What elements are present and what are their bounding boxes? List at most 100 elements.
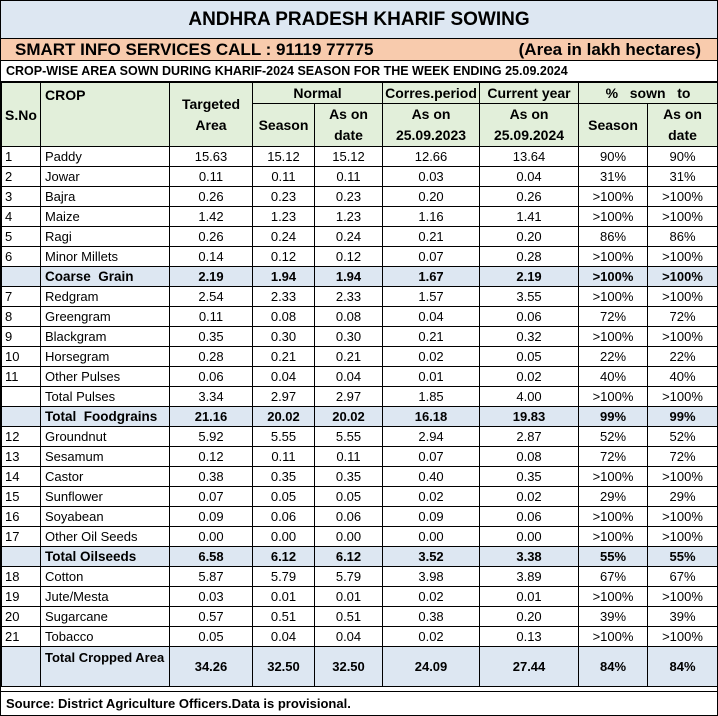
table-row: 3 Bajra 0.26 0.23 0.23 0.20 0.26 >100% >100% (1, 186, 718, 207)
header-date-label: date (668, 127, 697, 143)
cell-target: 34.26 (169, 646, 253, 687)
table-row: 20 Sugarcane 0.57 0.51 0.51 0.38 0.20 39% 39% (1, 606, 718, 627)
cell-pct_season: >100% (578, 266, 649, 287)
cell-asondate: 0.05 (313, 486, 384, 507)
table-row: Coarse Grain 2.19 1.94 1.94 1.67 2.19 >100% >10… (1, 266, 718, 287)
header-targeted-label: Targeted (181, 95, 241, 112)
info-banner: SMART INFO SERVICES CALL : 91119 77775 (… (1, 39, 717, 61)
cell-season: 5.55 (252, 426, 315, 447)
cell-pct_date: >100% (647, 386, 718, 407)
table-row: Total Cropped Area 34.26 32.50 32.50 24.09 27… (1, 646, 718, 687)
cell-pct_date: 29% (647, 486, 718, 507)
cell-pct_season: 84% (578, 646, 649, 687)
cell-crop: Total Cropped Area (40, 646, 170, 687)
cell-crop: Total Oilseeds (40, 546, 170, 567)
cell-crop: Cotton (40, 566, 170, 587)
table-row: 5 Ragi 0.26 0.24 0.24 0.21 0.20 86% 86% (1, 226, 718, 247)
header-corres-date: 25.09.2023 (395, 127, 467, 143)
table-row: Total Foodgrains 21.16 20.02 20.02 16.18 19.8… (1, 406, 718, 427)
cell-target: 2.19 (169, 266, 253, 287)
cell-sno: 8 (1, 306, 41, 327)
table-row: 21 Tobacco 0.05 0.04 0.04 0.02 0.13 >100% >100% (1, 626, 718, 647)
header-normal-as-on-date: As on date (313, 103, 384, 147)
table-row: 12 Groundnut 5.92 5.55 5.55 2.94 2.87 52% 52% (1, 426, 718, 447)
cell-pct_date: >100% (647, 466, 718, 487)
cell-current: 0.32 (479, 326, 580, 347)
cell-season: 0.12 (252, 246, 315, 267)
cell-target: 0.09 (169, 506, 253, 527)
header-current-date: 25.09.2024 (493, 127, 565, 143)
cell-current: 3.55 (479, 286, 580, 307)
cell-pct_date: 67% (647, 566, 718, 587)
header-as-on-label: As on (329, 106, 368, 122)
cell-pct_season: >100% (578, 506, 649, 527)
cell-target: 0.12 (169, 446, 253, 467)
cell-pct_season: 22% (578, 346, 649, 367)
cell-asondate: 2.33 (313, 286, 384, 307)
cell-pct_season: 39% (578, 606, 649, 627)
cell-asondate: 0.11 (313, 166, 384, 187)
cell-asondate: 0.51 (313, 606, 384, 627)
cell-target: 0.03 (169, 586, 253, 607)
cell-asondate: 0.08 (313, 306, 384, 327)
header-pct-season: Season (578, 103, 649, 147)
cell-pct_date: 90% (647, 146, 718, 167)
cell-asondate: 0.06 (313, 506, 384, 527)
cell-pct_date: 40% (647, 366, 718, 387)
cell-pct_date: >100% (647, 526, 718, 547)
cell-season: 0.30 (252, 326, 315, 347)
cell-asondate: 5.55 (313, 426, 384, 447)
cell-corres: 0.20 (382, 186, 481, 207)
cell-sno: 7 (1, 286, 41, 307)
cell-corres: 24.09 (382, 646, 481, 687)
cell-crop: Tobacco (40, 626, 170, 647)
cell-target: 5.92 (169, 426, 253, 447)
cell-current: 13.64 (479, 146, 580, 167)
cell-current: 0.20 (479, 606, 580, 627)
source-note: Source: District Agriculture Officers.Da… (1, 691, 717, 715)
cell-corres: 0.38 (382, 606, 481, 627)
table-row: 9 Blackgram 0.35 0.30 0.30 0.21 0.32 >100% >100% (1, 326, 718, 347)
cell-target: 0.26 (169, 226, 253, 247)
cell-current: 0.00 (479, 526, 580, 547)
cell-crop: Paddy (40, 146, 170, 167)
cell-asondate: 0.04 (313, 626, 384, 647)
table-row: 7 Redgram 2.54 2.33 2.33 1.57 3.55 >100% >100% (1, 286, 718, 307)
cell-pct_date: >100% (647, 626, 718, 647)
cell-pct_season: >100% (578, 466, 649, 487)
cell-asondate: 0.11 (313, 446, 384, 467)
cell-pct_date: >100% (647, 206, 718, 227)
cell-target: 5.87 (169, 566, 253, 587)
cell-crop: Other Pulses (40, 366, 170, 387)
cell-crop: Total Foodgrains (40, 406, 170, 427)
cell-season: 0.23 (252, 186, 315, 207)
cell-pct_date: 99% (647, 406, 718, 427)
cell-corres: 0.02 (382, 486, 481, 507)
cell-crop: Castor (40, 466, 170, 487)
cell-asondate: 6.12 (313, 546, 384, 567)
cell-sno (1, 646, 41, 687)
cell-corres: 0.00 (382, 526, 481, 547)
cell-season: 5.79 (252, 566, 315, 587)
cell-asondate: 0.04 (313, 366, 384, 387)
cell-target: 0.11 (169, 166, 253, 187)
cell-crop: Jowar (40, 166, 170, 187)
table-row: 10 Horsegram 0.28 0.21 0.21 0.02 0.05 22% 22% (1, 346, 718, 367)
header-pct-as-on-date: As on date (647, 103, 718, 147)
cell-asondate: 0.23 (313, 186, 384, 207)
cell-asondate: 15.12 (313, 146, 384, 167)
cell-crop: Bajra (40, 186, 170, 207)
cell-asondate: 0.35 (313, 466, 384, 487)
cell-season: 0.11 (252, 166, 315, 187)
report-title: ANDHRA PRADESH KHARIF SOWING (1, 1, 717, 39)
cell-current: 0.08 (479, 446, 580, 467)
cell-sno (1, 406, 41, 427)
cell-pct_date: 52% (647, 426, 718, 447)
cell-crop: Soyabean (40, 506, 170, 527)
cell-sno: 9 (1, 326, 41, 347)
cell-pct_date: >100% (647, 586, 718, 607)
cell-sno (1, 386, 41, 407)
cell-target: 21.16 (169, 406, 253, 427)
cell-crop: Jute/Mesta (40, 586, 170, 607)
header-targeted-area: Targeted Area (169, 82, 253, 147)
